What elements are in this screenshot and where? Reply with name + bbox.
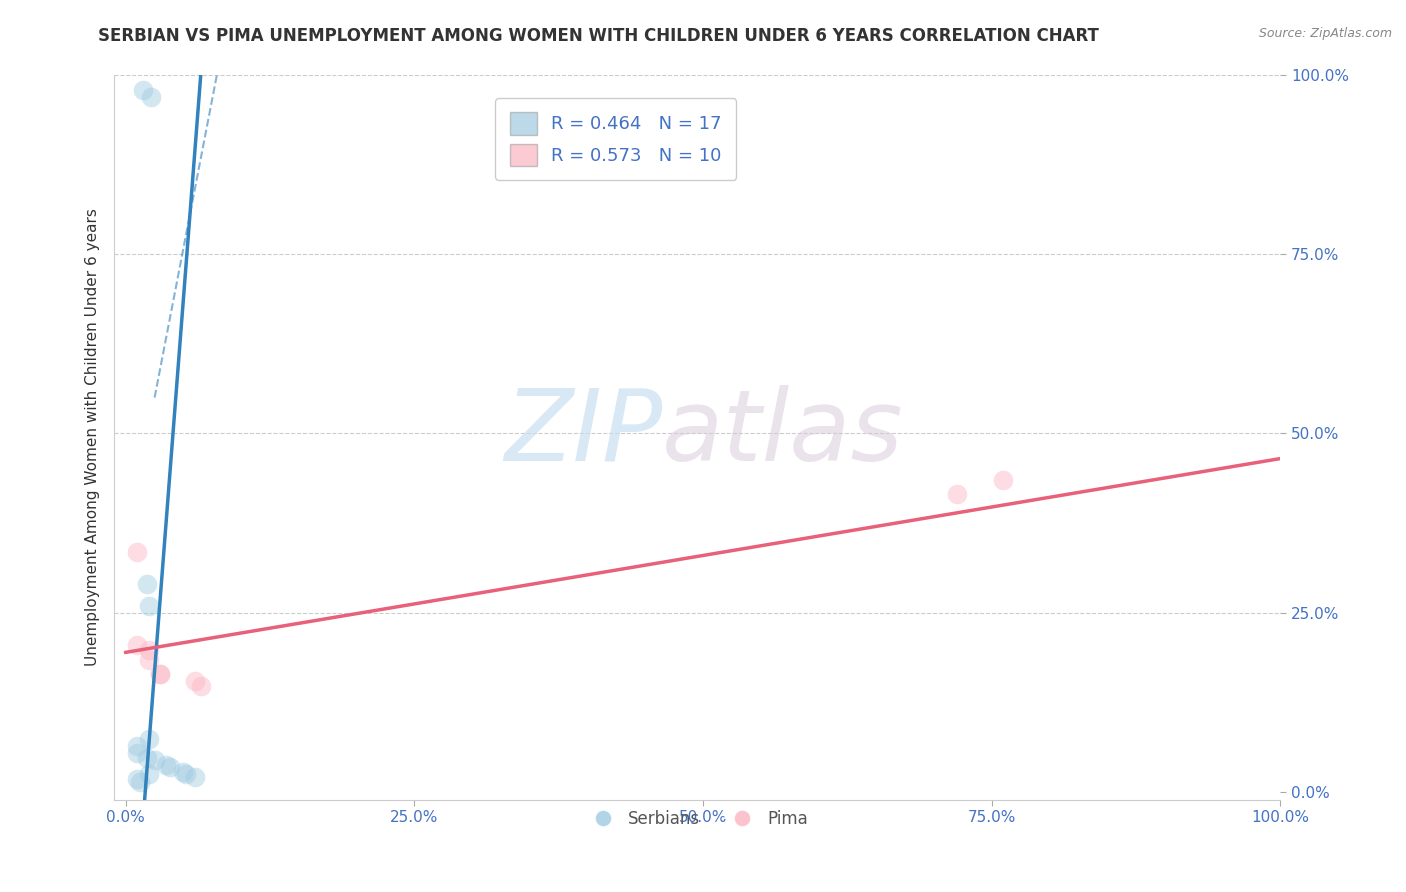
Point [127, 545, 149, 559]
Point [127, 772, 149, 787]
Point [149, 666, 172, 681]
Point [184, 770, 207, 784]
Point [993, 473, 1015, 487]
Point [143, 753, 166, 767]
Point [127, 739, 149, 753]
Point [139, 90, 162, 104]
Legend: Serbians, Pima: Serbians, Pima [581, 804, 814, 835]
Text: Source: ZipAtlas.com: Source: ZipAtlas.com [1258, 27, 1392, 40]
Point [138, 731, 160, 746]
Point [138, 652, 160, 666]
Point [127, 746, 149, 760]
Point [135, 751, 157, 765]
Point [135, 577, 157, 591]
Point [190, 679, 212, 693]
Point [159, 760, 181, 774]
Point [184, 674, 207, 689]
Point [128, 774, 150, 789]
Text: SERBIAN VS PIMA UNEMPLOYMENT AMONG WOMEN WITH CHILDREN UNDER 6 YEARS CORRELATION: SERBIAN VS PIMA UNEMPLOYMENT AMONG WOMEN… [98, 27, 1099, 45]
Point [138, 767, 160, 781]
Text: atlas: atlas [662, 384, 904, 482]
Y-axis label: Unemployment Among Women with Children Under 6 years: Unemployment Among Women with Children U… [86, 208, 100, 666]
Point [155, 758, 177, 772]
Point [946, 487, 969, 501]
Point [172, 765, 194, 780]
Point [174, 767, 197, 781]
Point [127, 638, 149, 652]
Point [132, 83, 155, 97]
Point [138, 643, 160, 657]
Text: ZIP: ZIP [505, 384, 662, 482]
Point [138, 599, 160, 613]
Point [149, 666, 172, 681]
